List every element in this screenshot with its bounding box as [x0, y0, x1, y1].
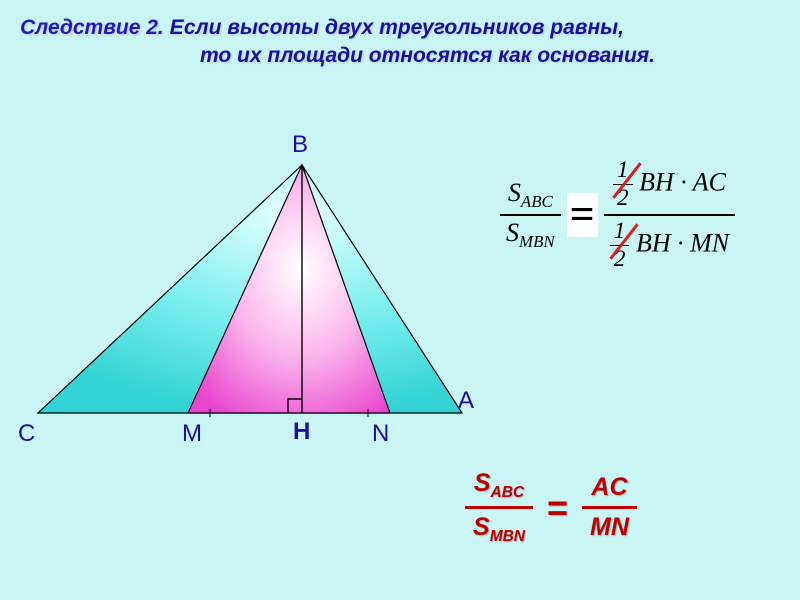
equals-sign: =	[567, 193, 598, 237]
s-abc-s: S	[508, 178, 521, 207]
result-left-frac: SABC SMBN	[465, 465, 533, 550]
result-right-frac: AC MN	[582, 469, 637, 546]
diagram-svg	[10, 135, 480, 435]
triangle-diagram: C A M N B H	[10, 135, 480, 435]
title-label: Следствие 2.	[20, 16, 164, 39]
label-m: M	[182, 420, 202, 448]
half-top-2: 2	[613, 185, 633, 212]
frac-right-num: 1 2 BH · AC	[604, 155, 735, 216]
slide: Следствие 2. Если высоты двух треугольни…	[0, 0, 800, 600]
slide-title: Следствие 2. Если высоты двух треугольни…	[20, 14, 780, 71]
result-mn: MN	[582, 509, 637, 546]
label-a: A	[458, 387, 474, 415]
r-sub1: ABC	[491, 484, 525, 501]
result-s-abc: SABC	[465, 465, 533, 509]
result-ac: AC	[582, 469, 637, 509]
half-bot-2: 2	[610, 246, 630, 273]
r-sub2: MBN	[490, 528, 525, 545]
bh-mn: BH · MN	[636, 228, 729, 257]
label-n: N	[372, 420, 389, 448]
s-mbn-s: S	[506, 218, 519, 247]
frac-left: SABC SMBN	[500, 176, 561, 254]
half-bot-wrap: 1 2	[610, 218, 630, 273]
frac-left-num: SABC	[500, 176, 561, 216]
result-block: SABC SMBN = AC MN	[465, 465, 637, 550]
half-top-1: 1	[613, 157, 633, 185]
r-s1: S	[474, 469, 491, 497]
frac-right-den: 1 2 BH · MN	[604, 216, 735, 275]
result-eq: =	[547, 487, 568, 529]
title-text-1: Если высоты двух треугольников равны,	[164, 16, 624, 39]
bh-ac: BH · AC	[639, 167, 726, 196]
result-s-mbn: SMBN	[465, 509, 533, 550]
half-top-wrap: 1 2	[613, 157, 633, 212]
label-h: H	[293, 418, 310, 446]
half-bot-1: 1	[610, 218, 630, 246]
formula-row: SABC SMBN = 1 2 BH ·	[500, 155, 790, 275]
s-mbn-sub: MBN	[519, 232, 555, 251]
result-row: SABC SMBN = AC MN	[465, 465, 637, 550]
formula-block: SABC SMBN = 1 2 BH ·	[500, 155, 790, 275]
frac-right: 1 2 BH · AC 1 2 BH · M	[604, 155, 735, 275]
label-b: B	[292, 131, 308, 159]
s-abc-sub: ABC	[521, 192, 553, 211]
r-s2: S	[473, 513, 490, 541]
frac-left-den: SMBN	[500, 216, 561, 254]
label-c: C	[18, 420, 35, 448]
title-text-2: то их площади относятся как основания.	[200, 44, 655, 67]
